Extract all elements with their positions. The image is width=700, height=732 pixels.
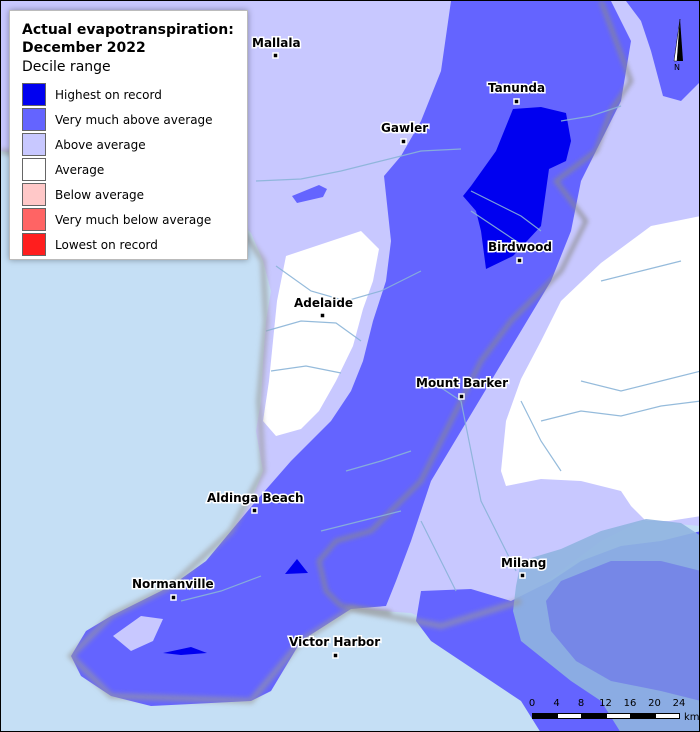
scale-bar: 0 4 8 12 16 20 24 km — [526, 698, 699, 726]
scale-tick-label: 24 — [672, 698, 686, 709]
legend-swatch — [22, 233, 46, 256]
legend-item: Highest on record — [22, 82, 247, 107]
scale-segment — [654, 713, 680, 719]
town-dot-aldinga-beach — [251, 507, 258, 514]
legend-items: Highest on record Very much above average… — [22, 82, 247, 257]
region-highest-on-record — [463, 107, 571, 269]
legend-item: Lowest on record — [22, 232, 247, 257]
town-label-tanunda: Tanunda — [488, 81, 545, 95]
legend-item-label: Lowest on record — [55, 237, 158, 252]
legend: Actual evapotranspiration: December 2022… — [9, 10, 248, 260]
town-markers: Mallala Tanunda Gawler Birdwood Adelaide… — [131, 35, 553, 659]
town-dot-tanunda — [513, 98, 520, 105]
town-dot-normanville — [170, 594, 177, 601]
region-very-much-above-average-gawler — [292, 185, 327, 203]
rivers — [180, 105, 699, 602]
scale-unit: km — [684, 712, 700, 723]
scale-tick-label: 12 — [599, 698, 612, 709]
town-label-aldinga-beach: Aldinga Beach — [207, 491, 304, 505]
town-dot-gawler — [400, 138, 407, 145]
scale-segment — [556, 713, 582, 719]
legend-swatch — [22, 108, 46, 131]
town-label-mallala: Mallala — [252, 36, 301, 50]
legend-item: Above average — [22, 132, 247, 157]
scale-tick-label: 20 — [648, 698, 661, 709]
scale-segment — [630, 713, 656, 719]
town-label-normanville: Normanville — [132, 577, 214, 591]
region-highest-on-record-strip — [163, 647, 207, 655]
legend-swatch — [22, 183, 46, 206]
scale-tick-label: 16 — [623, 698, 637, 709]
scale-tick-label: 4 — [553, 698, 560, 709]
legend-item-label: Below average — [55, 187, 145, 202]
scale-segment — [581, 713, 607, 719]
region-average-east — [501, 216, 699, 521]
town-label-mount-barker: Mount Barker — [416, 376, 508, 390]
legend-subtitle: Decile range — [22, 59, 111, 75]
lake-region-shade — [546, 561, 699, 701]
town-label-milang: Milang — [501, 556, 546, 570]
town-dot-adelaide — [319, 312, 326, 319]
legend-item-label: Very much below average — [55, 212, 212, 227]
north-arrow: N — [669, 17, 687, 77]
town-label-victor-harbor: Victor Harbor — [289, 635, 380, 649]
legend-item-label: Highest on record — [55, 87, 162, 102]
legend-swatch — [22, 208, 46, 231]
region-highest-on-record-small — [285, 559, 308, 574]
legend-swatch — [22, 83, 46, 106]
legend-item: Very much above average — [22, 107, 247, 132]
town-dot-mount-barker — [458, 393, 465, 400]
north-arrow-icon — [673, 18, 683, 62]
legend-item: Very much below average — [22, 207, 247, 232]
town-dot-victor-harbor — [332, 652, 339, 659]
town-dot-birdwood — [516, 257, 523, 264]
legend-title: Actual evapotranspiration: December 2022 — [22, 22, 234, 56]
scale-tick-label: 8 — [577, 698, 585, 709]
scale-segment — [605, 713, 631, 719]
legend-swatch — [22, 158, 46, 181]
town-dot-milang — [519, 572, 526, 579]
north-label: N — [674, 63, 680, 72]
region-average-adelaide — [263, 231, 379, 436]
region-very-much-above-average-ne — [626, 1, 699, 101]
town-dot-mallala — [272, 52, 279, 59]
scale-tick-label: 0 — [528, 698, 536, 709]
legend-swatch — [22, 133, 46, 156]
town-label-gawler: Gawler — [381, 121, 428, 135]
legend-item-label: Very much above average — [55, 112, 213, 127]
legend-item-label: Above average — [55, 137, 146, 152]
legend-item: Average — [22, 157, 247, 182]
legend-item: Below average — [22, 182, 247, 207]
town-label-birdwood: Birdwood — [488, 240, 552, 254]
region-above-average-fleurieu — [113, 616, 163, 651]
scale-segment — [532, 713, 558, 719]
legend-item-label: Average — [55, 162, 105, 177]
town-label-adelaide: Adelaide — [294, 296, 353, 310]
